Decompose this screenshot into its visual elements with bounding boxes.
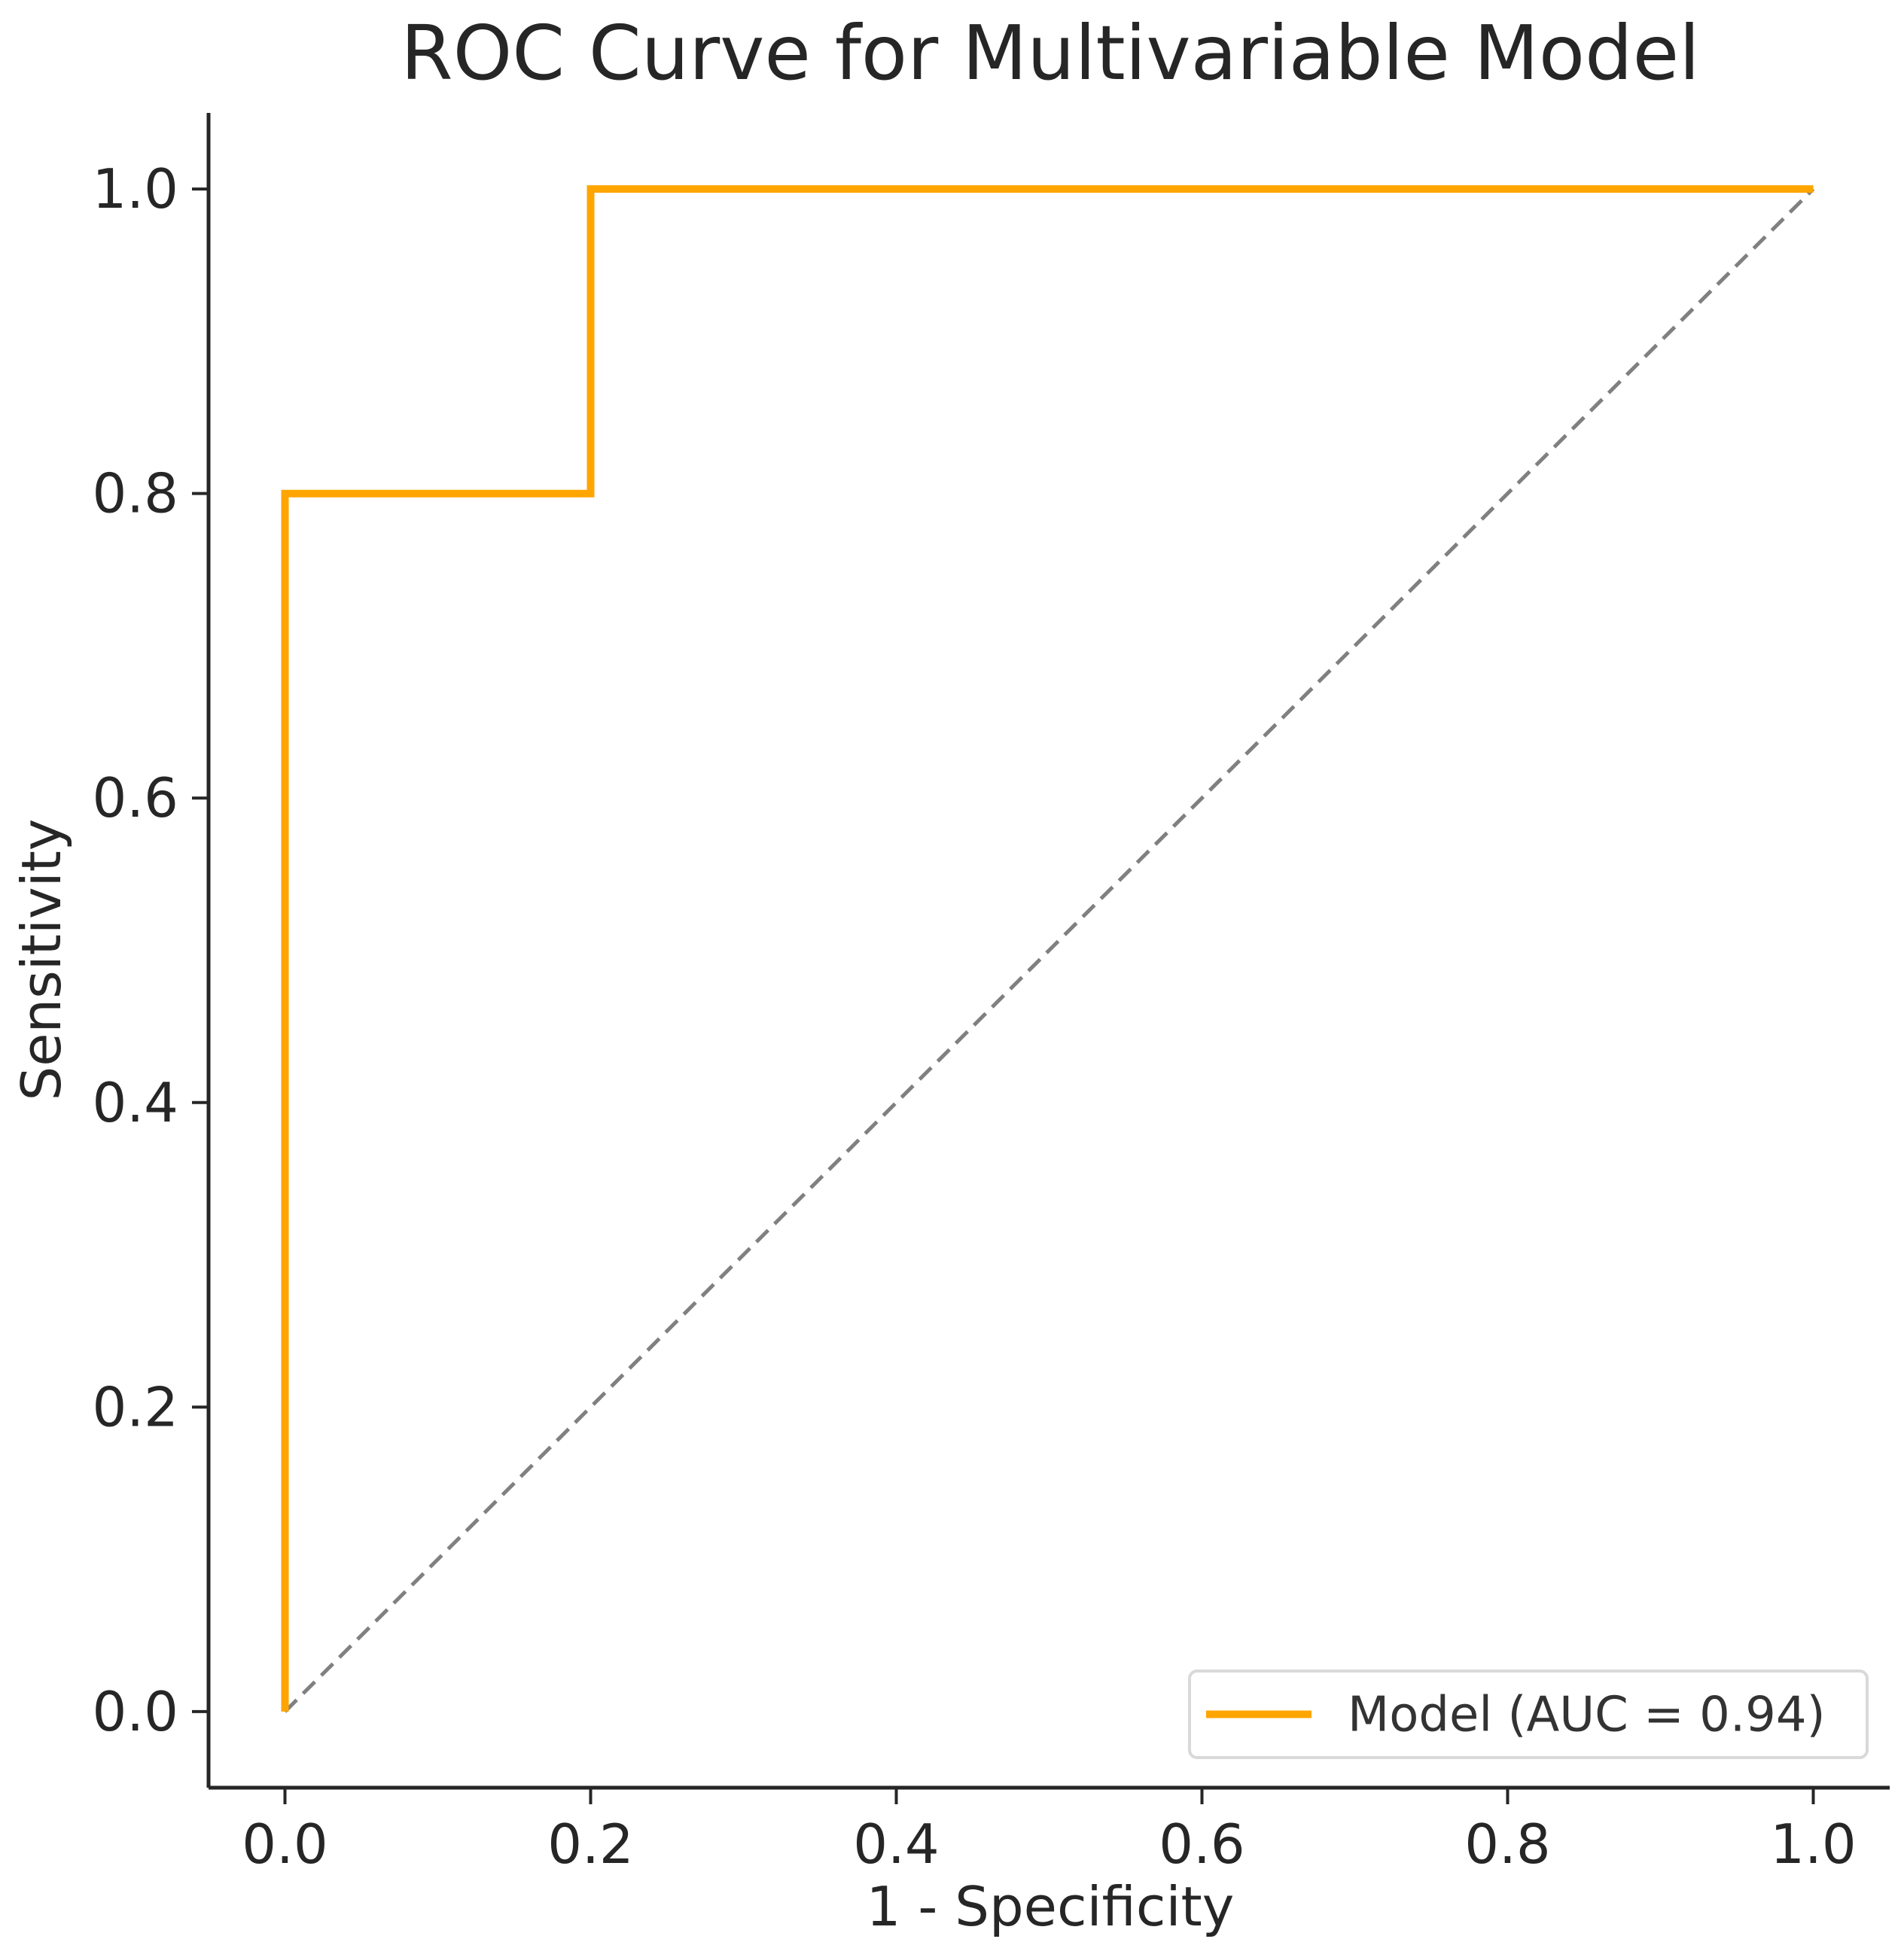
x-tick-label: 0.2: [547, 1813, 634, 1876]
y-tick-label: 0.0: [92, 1680, 178, 1743]
y-tick-label: 0.2: [92, 1375, 178, 1438]
axes: [206, 113, 1890, 1790]
plot-area: [281, 185, 1815, 1713]
x-tick-label: 0.4: [853, 1813, 940, 1876]
y-axis-label: Sensitivity: [10, 819, 73, 1101]
legend-model-label: Model (AUC = 0.94): [1348, 1688, 1826, 1743]
chart-title: ROC Curve for Multivariable Model: [401, 9, 1700, 97]
ticks: 0.0 0.2 0.4 0.6 0.8 1.0 0.0 0.2 0.4 0.6 0.8 1.0: [92, 157, 1856, 1876]
x-tick-label: 0.6: [1159, 1813, 1245, 1876]
model-roc-line: [281, 185, 1814, 1712]
y-tick-label: 0.8: [92, 462, 178, 525]
x-tick-label: 0.0: [242, 1813, 328, 1876]
y-tick-label: 1.0: [92, 157, 178, 221]
x-tick-label: 0.8: [1464, 1813, 1551, 1876]
x-tick-label: 1.0: [1770, 1813, 1857, 1876]
reference-diagonal-line: [283, 187, 1815, 1713]
y-tick-label: 0.4: [92, 1071, 178, 1134]
legend: Model (AUC = 0.94): [1188, 1670, 1869, 1759]
legend-box: [1188, 1670, 1869, 1759]
y-tick-label: 0.6: [92, 766, 178, 829]
x-axis-label: 1 - Specificity: [867, 1875, 1235, 1938]
